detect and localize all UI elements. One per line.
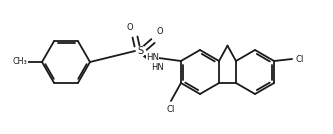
Text: S: S bbox=[137, 46, 143, 56]
Text: HN: HN bbox=[146, 53, 159, 62]
Text: Cl: Cl bbox=[167, 105, 175, 113]
Text: O: O bbox=[127, 23, 133, 33]
Text: HN: HN bbox=[152, 62, 165, 72]
Text: CH₃: CH₃ bbox=[13, 57, 27, 66]
Text: Cl: Cl bbox=[296, 55, 304, 64]
Text: O: O bbox=[157, 27, 163, 36]
